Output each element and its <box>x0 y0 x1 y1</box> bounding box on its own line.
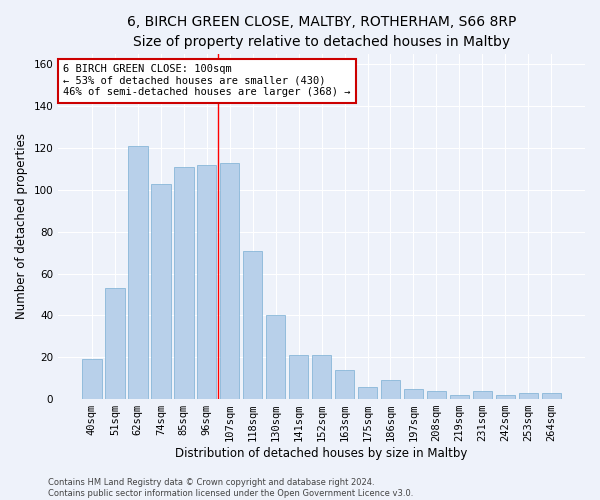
Bar <box>449 395 469 399</box>
Title: 6, BIRCH GREEN CLOSE, MALTBY, ROTHERHAM, S66 8RP
Size of property relative to de: 6, BIRCH GREEN CLOSE, MALTBY, ROTHERHAM,… <box>127 15 516 48</box>
Bar <box>358 386 377 399</box>
Bar <box>518 393 538 399</box>
Bar <box>473 390 492 399</box>
Bar <box>82 360 101 399</box>
Text: 6 BIRCH GREEN CLOSE: 100sqm
← 53% of detached houses are smaller (430)
46% of se: 6 BIRCH GREEN CLOSE: 100sqm ← 53% of det… <box>64 64 351 98</box>
Bar <box>220 162 239 399</box>
Bar <box>105 288 125 399</box>
Bar <box>381 380 400 399</box>
Bar <box>151 184 170 399</box>
X-axis label: Distribution of detached houses by size in Maltby: Distribution of detached houses by size … <box>175 447 468 460</box>
Text: Contains HM Land Registry data © Crown copyright and database right 2024.
Contai: Contains HM Land Registry data © Crown c… <box>48 478 413 498</box>
Bar <box>542 393 561 399</box>
Bar <box>404 388 423 399</box>
Bar <box>496 395 515 399</box>
Y-axis label: Number of detached properties: Number of detached properties <box>15 134 28 320</box>
Bar <box>312 355 331 399</box>
Bar <box>335 370 355 399</box>
Bar <box>266 316 286 399</box>
Bar <box>289 355 308 399</box>
Bar <box>243 250 262 399</box>
Bar <box>128 146 148 399</box>
Bar <box>427 390 446 399</box>
Bar <box>174 167 194 399</box>
Bar <box>197 164 217 399</box>
